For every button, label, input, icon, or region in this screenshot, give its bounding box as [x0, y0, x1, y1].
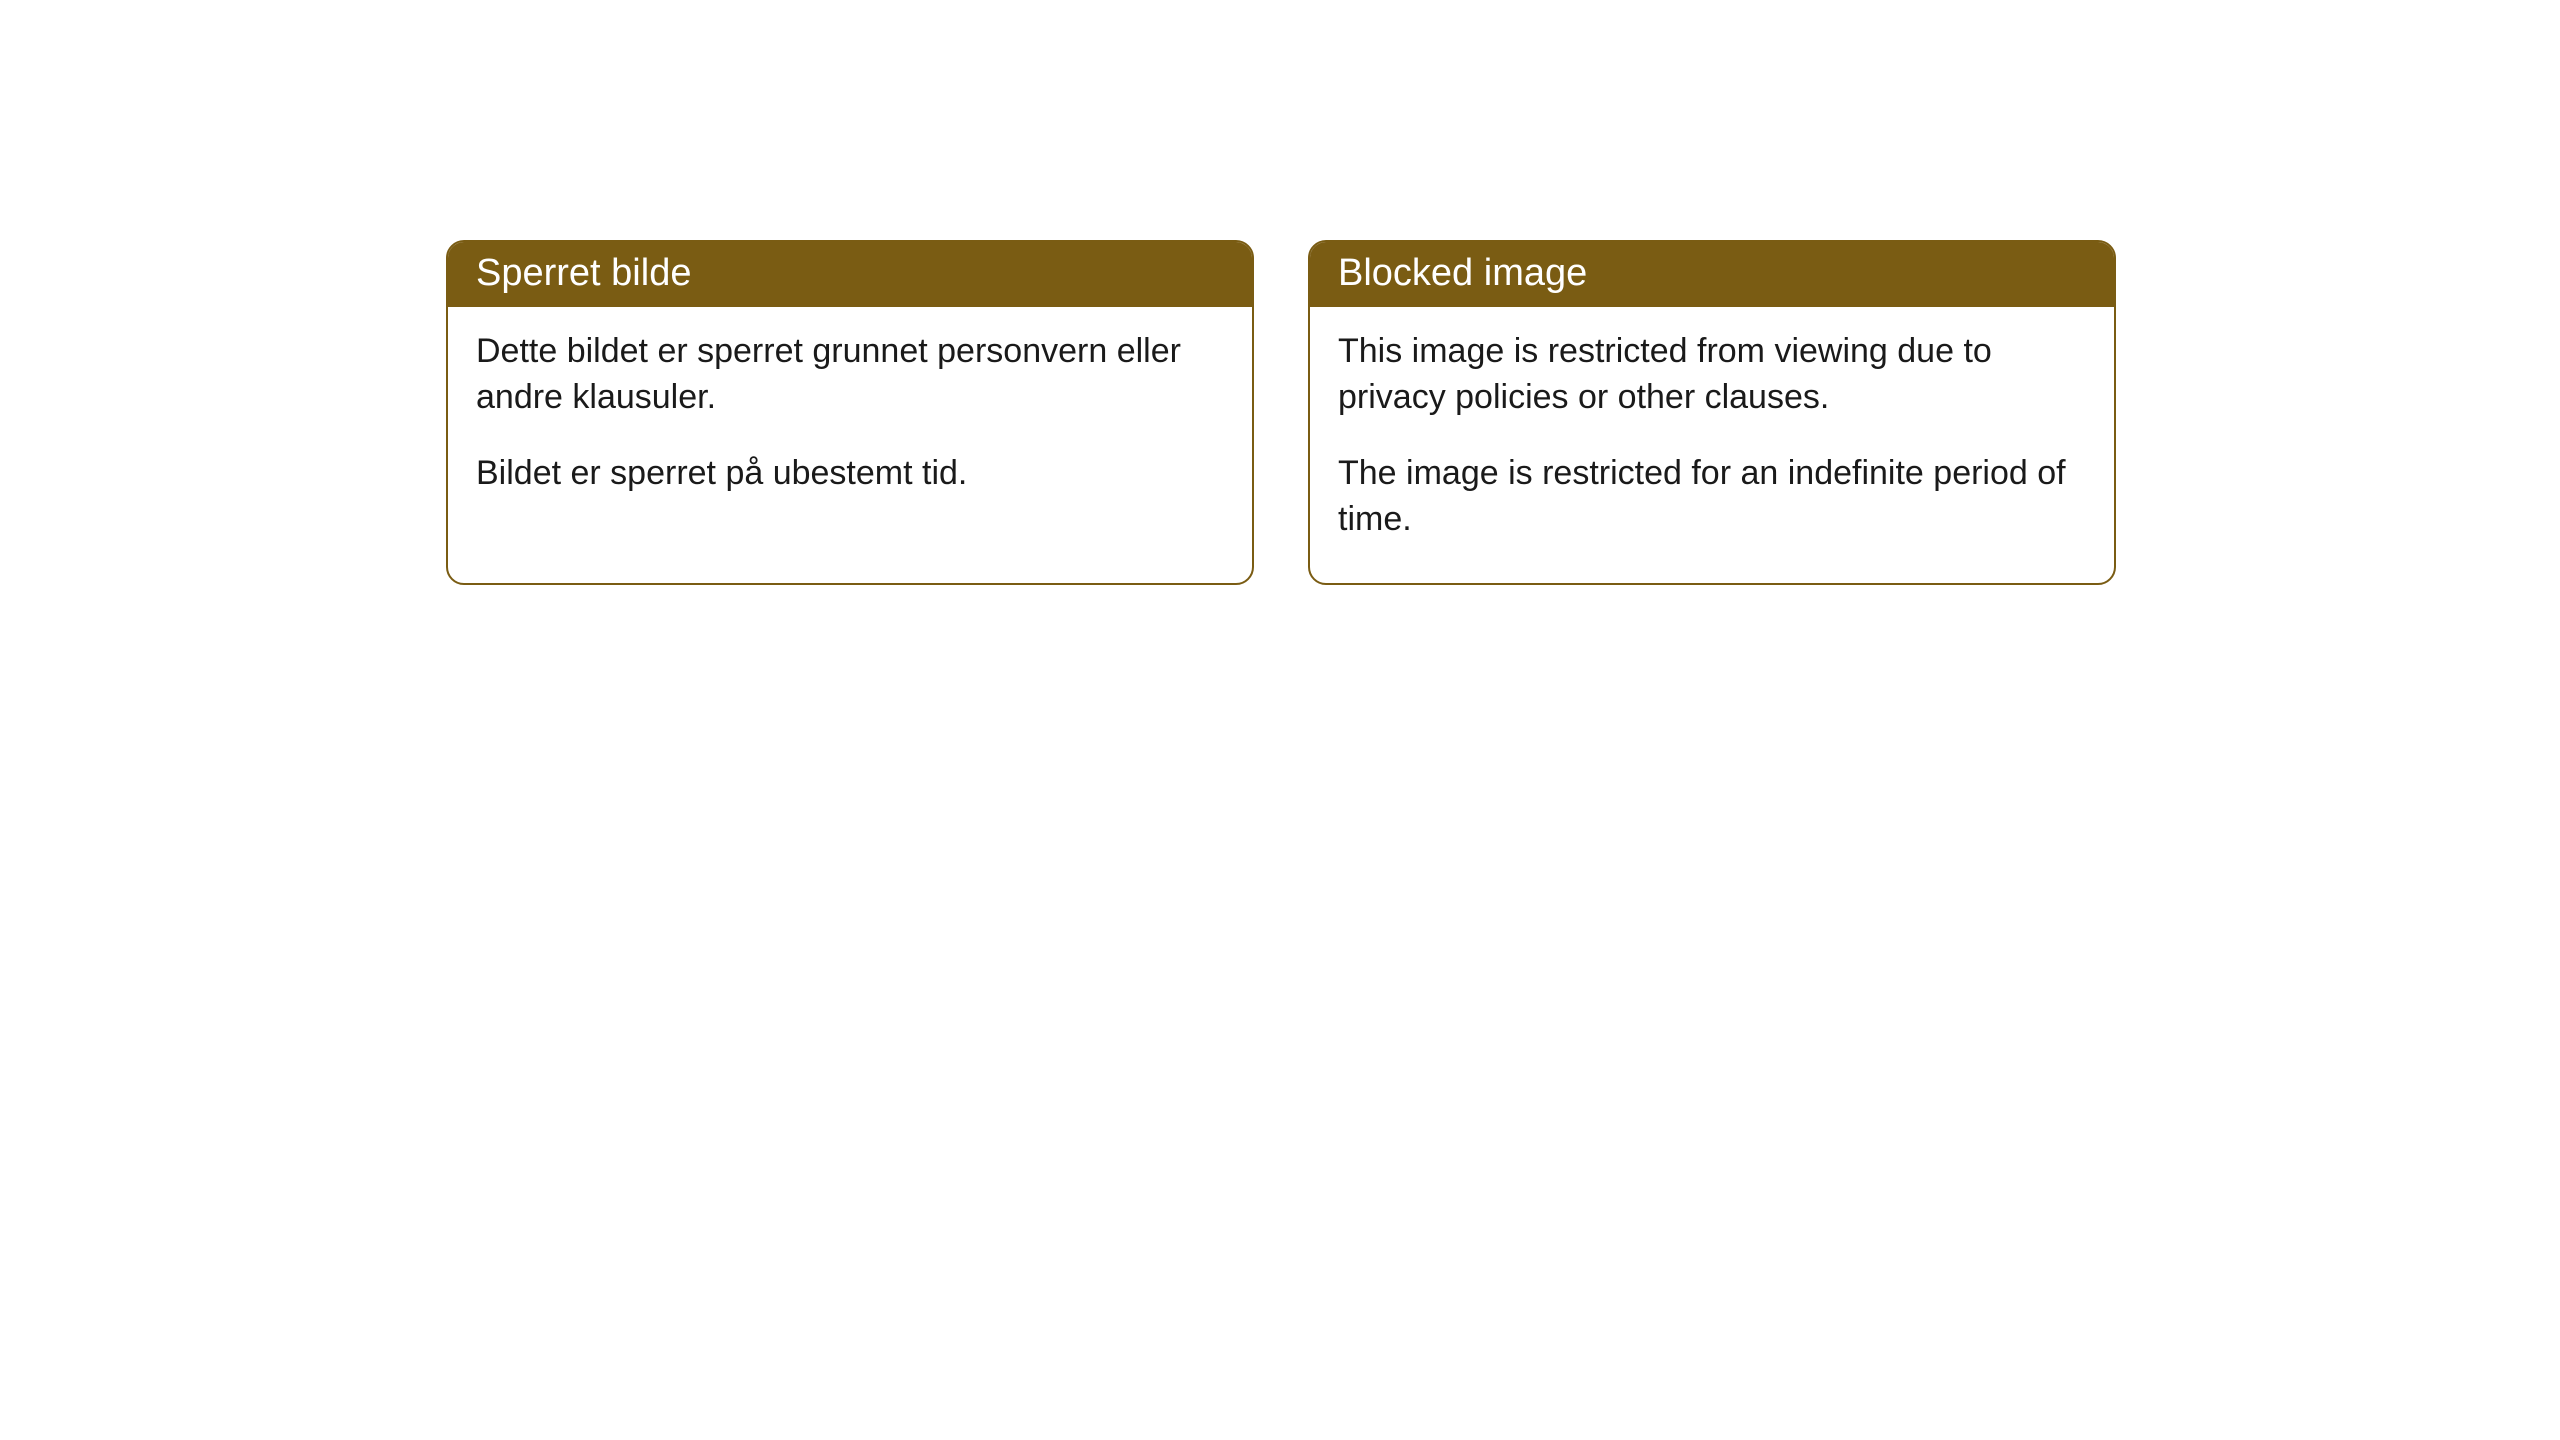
- card-paragraph: Bildet er sperret på ubestemt tid.: [476, 451, 1224, 497]
- card-english: Blocked image This image is restricted f…: [1308, 240, 2116, 585]
- cards-container: Sperret bilde Dette bildet er sperret gr…: [446, 240, 2116, 585]
- card-paragraph: Dette bildet er sperret grunnet personve…: [476, 329, 1224, 421]
- card-body-english: This image is restricted from viewing du…: [1310, 307, 2114, 583]
- card-paragraph: The image is restricted for an indefinit…: [1338, 451, 2086, 543]
- card-header-english: Blocked image: [1310, 242, 2114, 307]
- card-norwegian: Sperret bilde Dette bildet er sperret gr…: [446, 240, 1254, 585]
- card-paragraph: This image is restricted from viewing du…: [1338, 329, 2086, 421]
- card-body-norwegian: Dette bildet er sperret grunnet personve…: [448, 307, 1252, 537]
- card-header-norwegian: Sperret bilde: [448, 242, 1252, 307]
